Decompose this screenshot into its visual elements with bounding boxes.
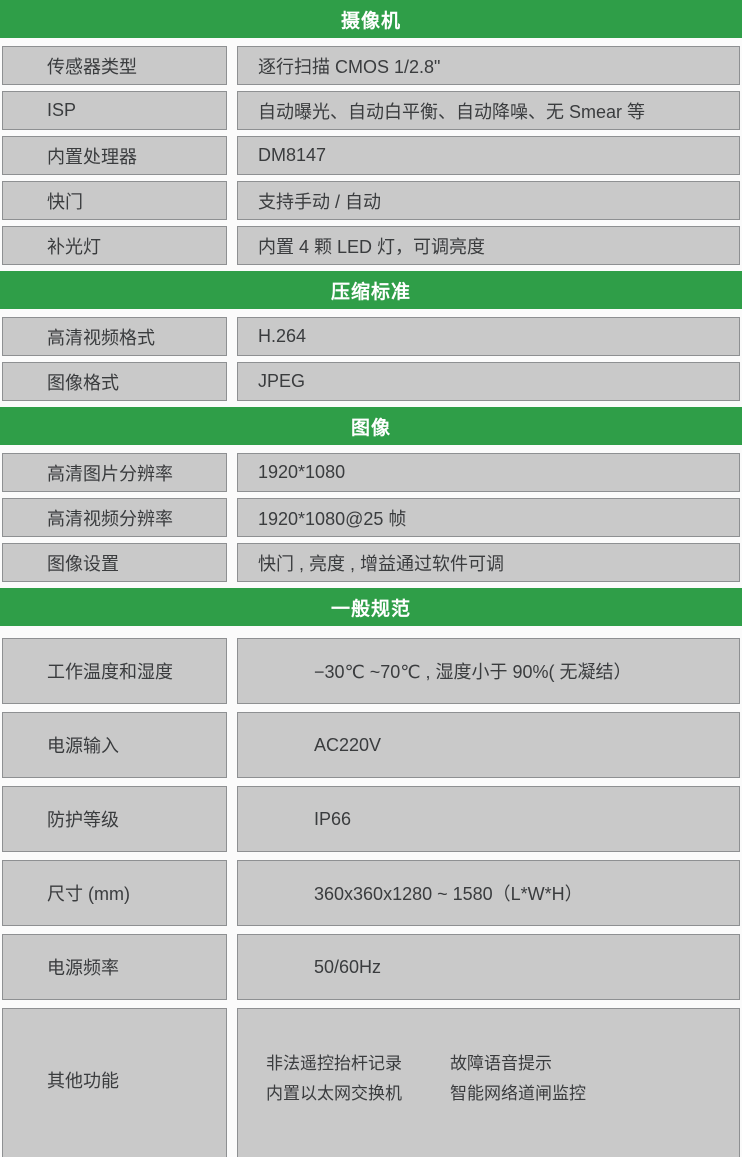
spec-row-power-frequency: 电源频率 50/60Hz	[2, 934, 740, 1000]
spec-label-cell: 高清视频分辨率	[2, 498, 227, 537]
spec-value-cell: 1920*1080	[237, 453, 740, 492]
spec-label-cell: ISP	[2, 91, 227, 130]
spec-label-cell: 内置处理器	[2, 136, 227, 175]
feature-grid: 非法遥控抬杆记录 故障语音提示 内置以太网交换机 智能网络道闸监控	[266, 1049, 739, 1109]
spec-row-shutter: 快门 支持手动 / 自动	[2, 181, 740, 220]
section-title: 摄像机	[340, 10, 401, 32]
spec-value-cell: 非法遥控抬杆记录 故障语音提示 内置以太网交换机 智能网络道闸监控	[237, 1008, 740, 1157]
spec-label-cell: 工作温度和湿度	[2, 638, 227, 704]
spec-label-cell: 补光灯	[2, 226, 227, 265]
section-header-compression: 压缩标准	[0, 271, 742, 309]
spec-row-photo-resolution: 高清图片分辨率 1920*1080	[2, 453, 740, 492]
spec-label-cell: 快门	[2, 181, 227, 220]
feature-item: 内置以太网交换机	[266, 1084, 402, 1103]
spec-row-temp-humidity: 工作温度和湿度 −30℃ ~70℃ , 湿度小于 90%( 无凝结）	[2, 638, 740, 704]
spec-row-image-format: 图像格式 JPEG	[2, 362, 740, 401]
spec-label-cell: 其他功能	[2, 1008, 227, 1157]
feature-item: 非法遥控抬杆记录	[266, 1054, 402, 1073]
spec-value-cell: JPEG	[237, 362, 740, 401]
spec-row-other-functions: 其他功能 非法遥控抬杆记录 故障语音提示 内置以太网交换机 智能网络道闸监控	[2, 1008, 740, 1157]
feature-item: 智能网络道闸监控	[450, 1084, 586, 1103]
spec-row-processor: 内置处理器 DM8147	[2, 136, 740, 175]
spec-row-video-format: 高清视频格式 H.264	[2, 317, 740, 356]
spec-value-cell: 50/60Hz	[237, 934, 740, 1000]
spec-label-cell: 防护等级	[2, 786, 227, 852]
spec-row-sensor-type: 传感器类型 逐行扫描 CMOS 1/2.8"	[2, 46, 740, 85]
section-title: 一般规范	[330, 598, 411, 620]
spec-value-cell: IP66	[237, 786, 740, 852]
spec-value-cell: AC220V	[237, 712, 740, 778]
spec-label-cell: 高清视频格式	[2, 317, 227, 356]
spec-value-cell: 内置 4 颗 LED 灯，可调亮度	[237, 226, 740, 265]
spec-label-cell: 高清图片分辨率	[2, 453, 227, 492]
spec-value-cell: 360x360x1280 ~ 1580（L*W*H）	[237, 860, 740, 926]
section-header-image: 图像	[0, 407, 742, 445]
spec-row-power-input: 电源输入 AC220V	[2, 712, 740, 778]
spec-value-cell: −30℃ ~70℃ , 湿度小于 90%( 无凝结）	[237, 638, 740, 704]
feature-item: 故障语音提示	[450, 1054, 552, 1073]
spec-row-fill-light: 补光灯 内置 4 颗 LED 灯，可调亮度	[2, 226, 740, 265]
spec-label-cell: 传感器类型	[2, 46, 227, 85]
section-header-camera: 摄像机	[0, 0, 742, 38]
spec-label-cell: 电源输入	[2, 712, 227, 778]
spec-value-cell: 快门 , 亮度 , 增益通过软件可调	[237, 543, 740, 582]
spec-value-cell: 1920*1080@25 帧	[237, 498, 740, 537]
spec-value-cell: 逐行扫描 CMOS 1/2.8"	[237, 46, 740, 85]
section-title: 图像	[350, 417, 391, 439]
spec-label-cell: 尺寸 (mm)	[2, 860, 227, 926]
spec-value-cell: 支持手动 / 自动	[237, 181, 740, 220]
section-header-general: 一般规范	[0, 588, 742, 626]
spec-value-cell: H.264	[237, 317, 740, 356]
spec-label-cell: 电源频率	[2, 934, 227, 1000]
spec-value-cell: 自动曝光、自动白平衡、自动降噪、无 Smear 等	[237, 91, 740, 130]
section-title: 压缩标准	[330, 281, 411, 303]
spec-row-isp: ISP 自动曝光、自动白平衡、自动降噪、无 Smear 等	[2, 91, 740, 130]
spec-row-image-settings: 图像设置 快门 , 亮度 , 增益通过软件可调	[2, 543, 740, 582]
spec-label-cell: 图像设置	[2, 543, 227, 582]
spec-row-protection-rating: 防护等级 IP66	[2, 786, 740, 852]
spec-row-video-resolution: 高清视频分辨率 1920*1080@25 帧	[2, 498, 740, 537]
spec-row-dimensions: 尺寸 (mm) 360x360x1280 ~ 1580（L*W*H）	[2, 860, 740, 926]
spec-label-cell: 图像格式	[2, 362, 227, 401]
spec-value-cell: DM8147	[237, 136, 740, 175]
